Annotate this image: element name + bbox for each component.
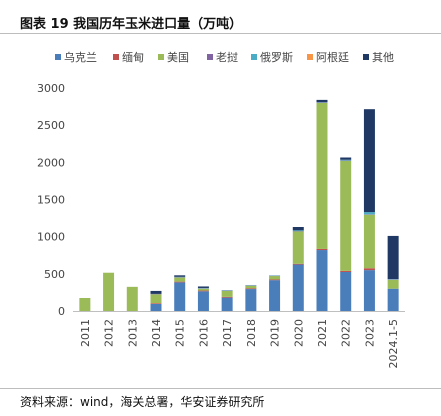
legend-swatch-2 (158, 54, 164, 60)
bar-2023-其他 (363, 109, 375, 213)
bar-2024.1-5-美国 (387, 279, 399, 289)
bar-2016-乌克兰 (197, 291, 209, 311)
bar-2023-俄罗斯 (363, 212, 375, 215)
bar-2016-缅甸 (197, 290, 209, 292)
x-tick-label-12: 2023 (363, 319, 376, 347)
bar-2019-缅甸 (269, 279, 281, 281)
legend-swatch-6 (363, 54, 369, 60)
bar-2021-缅甸 (316, 248, 328, 251)
stacked-bar-chart: 乌克兰 缅甸 美国 老挝 俄罗斯 阿根廷 其他 0 500 1000 1500 2000 2500 30… (37, 50, 405, 368)
bar-2023-缅甸 (363, 268, 375, 271)
bar-2024.1-5-乌克兰 (387, 288, 399, 311)
y-tick-label-6: 3000 (37, 82, 65, 95)
bar-2017-美国 (221, 290, 233, 297)
bar-2023-乌克兰 (363, 270, 375, 311)
x-tick-label-8: 2019 (269, 319, 282, 347)
legend-label-4: 俄罗斯 (260, 51, 293, 64)
bar-2020-其他 (292, 227, 304, 231)
bar-2022-其他 (340, 157, 352, 160)
bar-2020-乌克兰 (292, 264, 304, 311)
bar-2017-乌克兰 (221, 297, 233, 311)
legend-label-6: 其他 (372, 51, 394, 64)
bar-2017-缅甸 (221, 296, 233, 298)
legend-swatch-0 (55, 54, 61, 60)
title-divider (0, 33, 441, 34)
bar-2014-其他 (150, 290, 162, 294)
legend: 乌克兰 缅甸 美国 老挝 俄罗斯 阿根廷 其他 (55, 50, 394, 64)
bar-2022-缅甸 (340, 270, 352, 272)
bar-2021-美国 (316, 102, 328, 249)
y-tick-label-0: 0 (58, 305, 65, 318)
bar-2016-美国 (197, 288, 209, 291)
y-tick-label-4: 2000 (37, 156, 65, 169)
legend-label-2: 美国 (167, 51, 189, 64)
bar-2020-美国 (292, 231, 304, 264)
y-tick-label-3: 1500 (37, 194, 65, 207)
bar-2015-其他 (174, 275, 186, 277)
x-tick-label-5: 2016 (197, 319, 210, 347)
bar-2018-乌克兰 (245, 289, 257, 311)
bar-2014-缅甸 (150, 303, 162, 304)
x-tick-label-0: 2011 (79, 319, 92, 347)
legend-label-0: 乌克兰 (64, 50, 97, 64)
bar-2014-美国 (150, 294, 162, 304)
bar-2022-俄罗斯 (340, 159, 352, 161)
x-tick-label-3: 2014 (150, 319, 163, 347)
bar-2021-乌克兰 (316, 250, 328, 311)
chart-title: 图表 19 我国历年玉米进口量（万吨） (20, 17, 243, 32)
y-tick-label-2: 1000 (37, 231, 65, 244)
x-tick-label-6: 2017 (221, 319, 234, 347)
bar-2024.1-5-其他 (387, 235, 399, 280)
bar-2023-美国 (363, 214, 375, 269)
legend-label-5: 阿根廷 (316, 50, 349, 64)
bar-2015-缅甸 (174, 281, 186, 283)
bar-2019-美国 (269, 276, 281, 280)
bar-2022-乌克兰 (340, 271, 352, 311)
legend-swatch-5 (307, 54, 313, 60)
bar-2022-美国 (340, 160, 352, 271)
bar-2012-美国 (103, 272, 115, 311)
bar-2020-缅甸 (292, 263, 304, 265)
bar-2016-其他 (197, 286, 209, 288)
x-tick-label-9: 2020 (292, 319, 305, 347)
bar-2011-美国 (79, 297, 91, 311)
legend-label-3: 老挝 (216, 50, 238, 64)
y-tick-label-1: 500 (44, 268, 65, 281)
x-tick-label-7: 2018 (245, 319, 258, 347)
bar-2018-缅甸 (245, 288, 257, 290)
bar-2019-乌克兰 (269, 280, 281, 311)
source-note: 资料来源：wind，海关总署，华安证券研究所 (20, 395, 265, 409)
legend-label-1: 缅甸 (122, 50, 144, 64)
x-tick-label-13: 2024.1-5 (387, 319, 400, 368)
x-tick-label-11: 2022 (340, 319, 353, 347)
x-tick-label-4: 2015 (174, 319, 187, 347)
x-tick-label-2: 2013 (126, 319, 139, 347)
y-tick-label-5: 2500 (37, 119, 65, 132)
legend-swatch-3 (207, 54, 213, 60)
bars (79, 99, 399, 311)
bar-2015-美国 (174, 277, 186, 282)
source-divider (0, 388, 441, 389)
bar-2020-俄罗斯 (292, 230, 304, 232)
x-axis: 2011 2012 2013 2014 2015 2016 2017 2018 2019 2020… (73, 311, 405, 368)
x-tick-label-10: 2021 (316, 319, 329, 347)
legend-swatch-4 (251, 54, 257, 60)
bar-2015-乌克兰 (174, 282, 186, 311)
x-tick-label-1: 2012 (103, 319, 116, 347)
bar-2013-美国 (126, 286, 138, 311)
bar-2021-其他 (316, 99, 328, 103)
y-axis: 0 500 1000 1500 2000 2500 3000 (37, 82, 65, 318)
legend-swatch-1 (113, 54, 119, 60)
bar-2018-美国 (245, 285, 257, 289)
bar-2014-乌克兰 (150, 303, 162, 311)
